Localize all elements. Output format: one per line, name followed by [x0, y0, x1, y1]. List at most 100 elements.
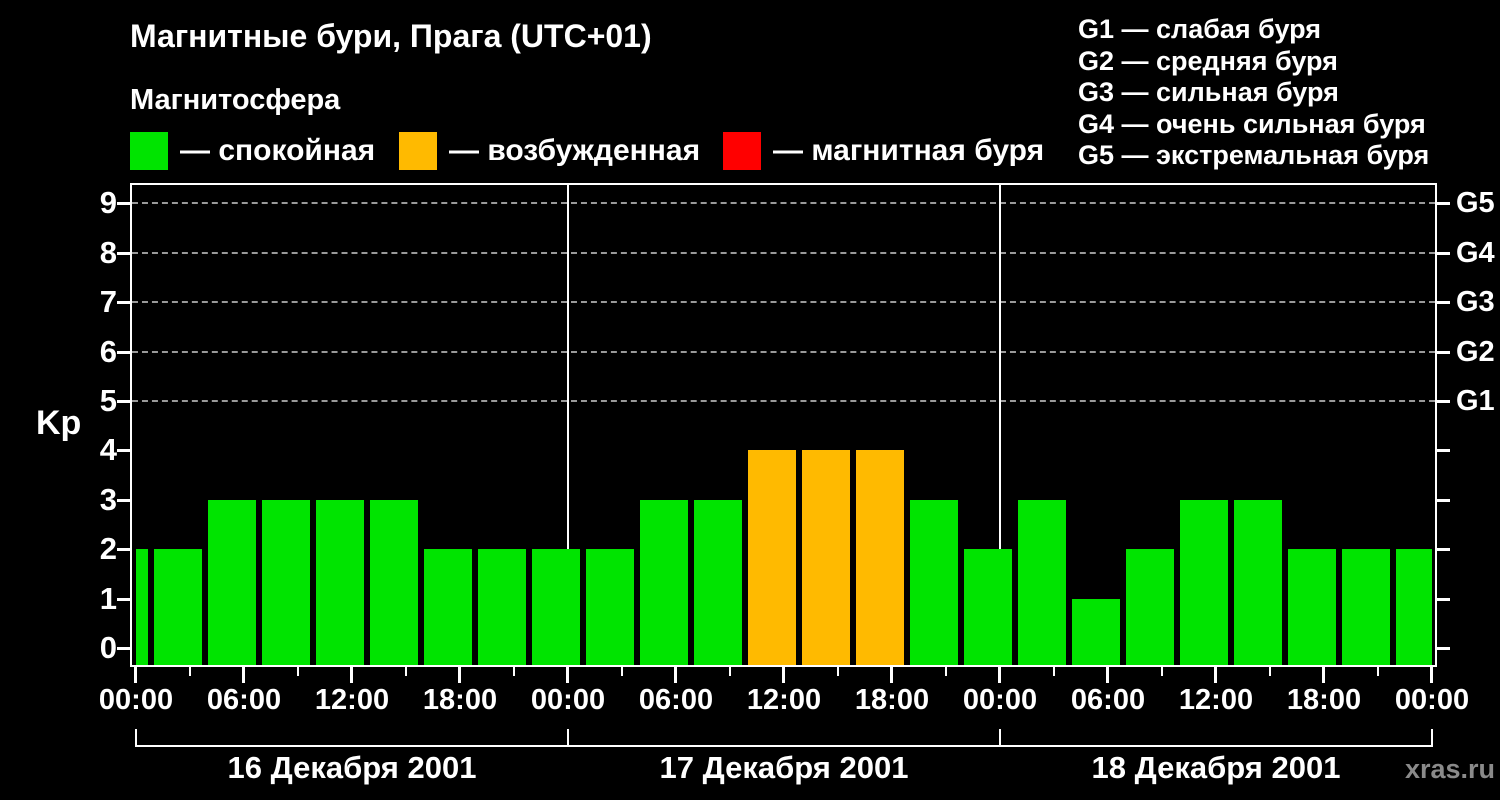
x-axis-minor-tick — [1053, 667, 1055, 676]
right-axis-tick — [1437, 400, 1450, 403]
g-axis-label-g5: G5 — [1456, 187, 1495, 220]
kp-bar — [1018, 499, 1066, 665]
kp-bar — [640, 499, 688, 665]
x-axis-minor-tick — [945, 667, 947, 676]
kp-bar — [1072, 598, 1120, 665]
x-axis-major-tick — [566, 667, 569, 683]
kp-bar — [748, 450, 796, 665]
date-label: 16 Декабря 2001 — [227, 750, 477, 785]
x-axis-minor-tick — [1161, 667, 1163, 676]
right-axis-tick — [1437, 251, 1450, 255]
kp-bar — [1180, 499, 1228, 665]
kp-bar — [586, 549, 634, 665]
right-axis-tick — [1437, 647, 1450, 650]
gridline-kp7 — [132, 301, 1435, 304]
y-tick-label: 9 — [99, 185, 117, 221]
g-scale-line-g1: G1 — слабая буря — [1078, 14, 1322, 44]
kp-bar — [532, 549, 580, 665]
kp-bar — [802, 450, 850, 665]
kp-bar — [208, 499, 256, 665]
kp-bar — [1126, 549, 1174, 665]
subtitle-magnetosphere: Магнитосфера — [130, 84, 341, 116]
y-axis-tick — [117, 251, 130, 255]
day-divider — [567, 185, 569, 665]
day-divider — [999, 185, 1001, 665]
page-title: Магнитные бури, Прага (UTC+01) — [130, 18, 652, 54]
right-axis-tick — [1437, 350, 1450, 354]
x-axis-major-tick — [1430, 667, 1433, 683]
x-axis-major-tick — [782, 667, 785, 683]
y-axis-tick — [117, 350, 130, 354]
x-axis-major-tick — [674, 667, 677, 683]
x-axis-minor-tick — [189, 667, 191, 676]
right-axis-tick — [1437, 449, 1450, 453]
watermark: xras.ru — [1404, 754, 1495, 784]
kp-bar — [694, 499, 742, 665]
y-tick-label: 5 — [99, 383, 117, 418]
y-axis-tick — [117, 597, 130, 601]
legend-label-storm: — магнитная буря — [773, 134, 1045, 167]
date-label: 17 Декабря 2001 — [659, 750, 909, 785]
g-scale-line-g5: G5 — экстремальная буря — [1078, 140, 1430, 170]
x-axis-minor-tick — [297, 667, 299, 676]
kp-bar — [136, 549, 148, 665]
g-axis-label-g1: G1 — [1456, 385, 1495, 417]
day-bracket-tick — [999, 729, 1001, 747]
right-axis-tick — [1437, 301, 1450, 305]
right-axis-tick — [1437, 498, 1450, 502]
y-axis-tick — [117, 202, 130, 206]
day-bracket-tick — [135, 729, 137, 747]
x-tick-label: 12:00 — [746, 684, 822, 716]
x-tick-label: 12:00 — [314, 684, 390, 716]
storm-color-swatch — [723, 132, 761, 170]
x-tick-label: 06:00 — [638, 684, 714, 716]
date-label: 18 Декабря 2001 — [1091, 750, 1341, 785]
x-axis-major-tick — [890, 667, 893, 683]
kp-bar — [478, 549, 526, 665]
x-axis-major-tick — [134, 667, 137, 683]
right-axis-tick — [1437, 597, 1450, 601]
kp-bar — [1234, 499, 1282, 665]
y-tick-label: 2 — [99, 531, 117, 567]
x-axis-minor-tick — [1269, 667, 1271, 676]
kp-bar — [910, 499, 958, 665]
y-tick-label: 8 — [99, 234, 117, 270]
y-axis-tick — [117, 498, 130, 502]
kp-bar — [370, 499, 418, 665]
x-tick-label: 18:00 — [854, 684, 930, 716]
y-tick-label: 0 — [99, 630, 117, 665]
x-axis-minor-tick — [405, 667, 407, 676]
x-tick-label: 18:00 — [422, 684, 498, 716]
y-axis-tick — [117, 647, 130, 650]
y-tick-label: 4 — [99, 432, 117, 468]
kp-bar — [1396, 549, 1432, 665]
x-tick-label: 00:00 — [98, 684, 174, 716]
x-axis-major-tick — [458, 667, 461, 683]
x-axis-minor-tick — [729, 667, 731, 676]
x-axis-major-tick — [1106, 667, 1109, 683]
y-axis-tick — [117, 449, 130, 453]
y-axis-tick — [117, 400, 130, 403]
y-tick-label: 1 — [99, 580, 117, 616]
day-bracket-line — [135, 745, 1433, 747]
legend-label-excited: — возбужденная — [449, 134, 701, 167]
x-axis-minor-tick — [1377, 667, 1379, 676]
kp-bar — [262, 499, 310, 665]
x-tick-label: 00:00 — [962, 684, 1038, 716]
gridline-kp6 — [132, 350, 1435, 353]
x-axis-minor-tick — [621, 667, 623, 676]
g-axis-label-g3: G3 — [1456, 286, 1495, 319]
g-axis-label-g2: G2 — [1456, 335, 1495, 368]
y-tick-label: 3 — [99, 481, 117, 517]
right-axis-tick — [1437, 202, 1450, 206]
gridline-kp9 — [132, 202, 1435, 205]
plot-area — [132, 185, 1435, 665]
y-tick-label: 7 — [99, 284, 117, 320]
y-tick-label: 6 — [99, 333, 117, 369]
gridline-kp5 — [132, 400, 1435, 402]
x-axis-major-tick — [350, 667, 353, 683]
g-axis-label-g4: G4 — [1456, 236, 1495, 269]
y-axis-tick — [117, 301, 130, 305]
quiet-color-swatch — [130, 132, 168, 170]
x-axis-minor-tick — [837, 667, 839, 676]
